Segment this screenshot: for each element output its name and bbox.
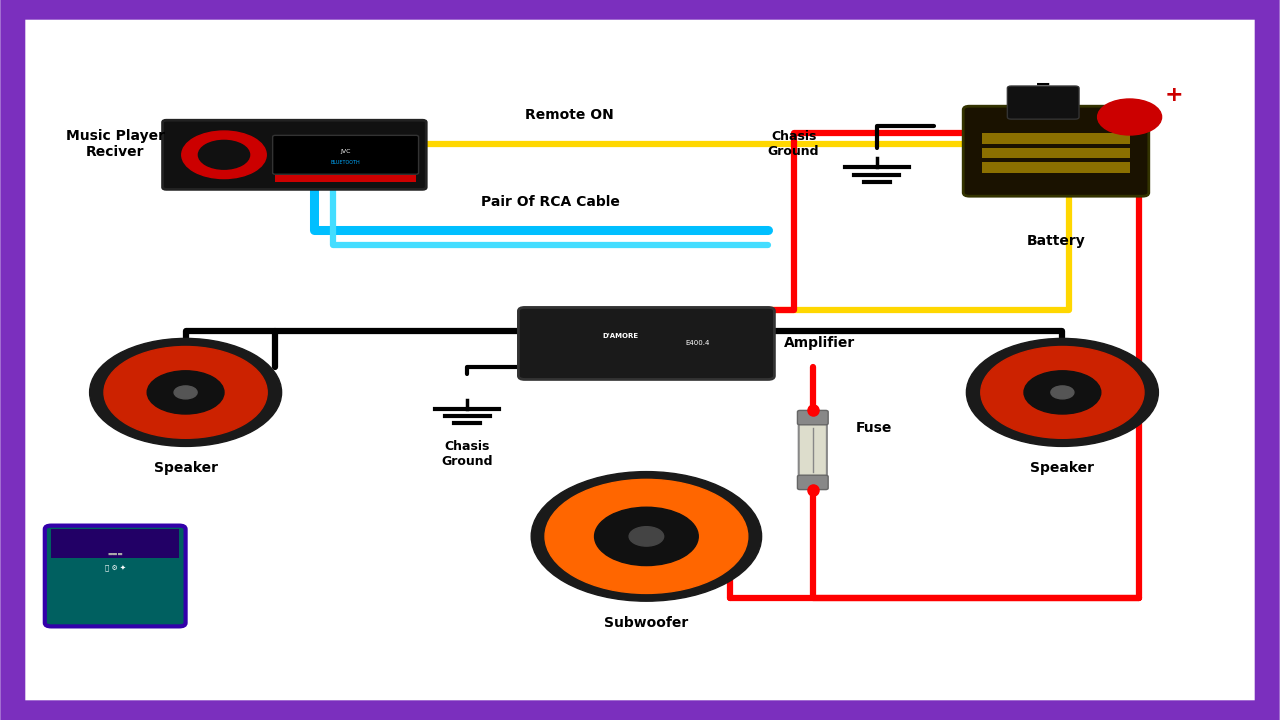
Circle shape: [174, 386, 197, 399]
Text: Fuse: Fuse: [856, 421, 892, 436]
FancyBboxPatch shape: [518, 307, 774, 379]
Text: Speaker: Speaker: [1030, 461, 1094, 475]
FancyBboxPatch shape: [983, 148, 1129, 158]
FancyBboxPatch shape: [45, 526, 186, 626]
Circle shape: [531, 472, 762, 601]
Circle shape: [147, 371, 224, 414]
Text: Amplifier: Amplifier: [783, 336, 855, 351]
Text: JVC: JVC: [340, 149, 351, 153]
FancyBboxPatch shape: [797, 410, 828, 425]
FancyBboxPatch shape: [799, 415, 827, 485]
FancyBboxPatch shape: [983, 162, 1129, 173]
FancyBboxPatch shape: [51, 529, 179, 558]
FancyBboxPatch shape: [797, 475, 828, 490]
FancyBboxPatch shape: [983, 133, 1129, 144]
Text: BLUETOOTH: BLUETOOTH: [330, 160, 361, 164]
Text: Speaker: Speaker: [154, 461, 218, 475]
Text: Music Player
Reciver: Music Player Reciver: [65, 129, 165, 159]
Text: Chasis
Ground: Chasis Ground: [442, 440, 493, 467]
Circle shape: [545, 480, 748, 593]
Text: Subwoofer: Subwoofer: [604, 616, 689, 630]
Text: Battery: Battery: [1027, 234, 1085, 248]
Text: 🔊 ⚙ ✦: 🔊 ⚙ ✦: [105, 565, 125, 572]
Circle shape: [182, 131, 266, 179]
Circle shape: [1097, 99, 1162, 135]
Text: ▬▬▬: ▬▬▬: [108, 552, 123, 557]
FancyBboxPatch shape: [275, 175, 416, 182]
Circle shape: [90, 338, 282, 446]
Circle shape: [630, 527, 663, 546]
Text: D'AMORE: D'AMORE: [603, 333, 639, 339]
Text: Remote ON: Remote ON: [525, 108, 614, 122]
FancyBboxPatch shape: [273, 135, 419, 174]
FancyBboxPatch shape: [963, 107, 1149, 197]
Circle shape: [198, 140, 250, 169]
Text: −: −: [1036, 75, 1051, 94]
Text: +: +: [1165, 86, 1184, 105]
Text: E400.4: E400.4: [685, 341, 710, 346]
Circle shape: [1024, 371, 1101, 414]
Circle shape: [1051, 386, 1074, 399]
FancyBboxPatch shape: [163, 120, 426, 189]
Circle shape: [594, 507, 699, 566]
Circle shape: [966, 338, 1158, 446]
Circle shape: [980, 346, 1144, 438]
Circle shape: [104, 346, 268, 438]
FancyBboxPatch shape: [1007, 86, 1079, 120]
Text: Chasis
Ground: Chasis Ground: [768, 130, 819, 158]
Text: Pair Of RCA Cable: Pair Of RCA Cable: [481, 194, 620, 209]
